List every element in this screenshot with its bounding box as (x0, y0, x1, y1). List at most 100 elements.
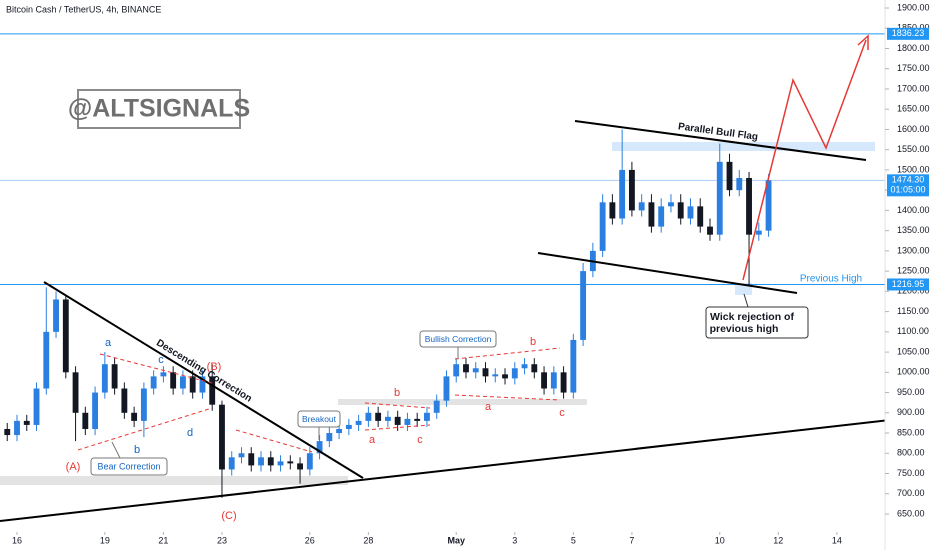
wave-label: a (105, 337, 112, 349)
callout-text: Bullish Correction (425, 334, 492, 344)
y-tick-label: 950.00 (897, 387, 925, 397)
y-tick-label: 1850.00 (897, 23, 930, 33)
price-tag (887, 278, 929, 291)
candle-body (443, 376, 450, 401)
candle-body (707, 226, 713, 235)
y-tick-label: 1600.00 (897, 124, 930, 134)
candle-body (23, 420, 30, 425)
candle-body (697, 206, 704, 227)
x-tick-label: 10 (715, 535, 725, 545)
wave-label: (C) (221, 510, 236, 522)
x-tick-label: 28 (363, 535, 373, 545)
countdown: 01:05:00 (890, 185, 925, 195)
candle-body (580, 271, 587, 340)
y-tick-label: 700.00 (897, 488, 925, 498)
candles (4, 129, 772, 498)
price-tag-label: 1474.30 (892, 175, 925, 185)
candle-body (638, 202, 645, 211)
candle-body (628, 169, 635, 211)
y-tick-label: 1650.00 (897, 104, 930, 114)
candle-body (150, 376, 157, 389)
dashed-line (77, 407, 213, 451)
candle-body (502, 374, 508, 379)
candle-body (101, 364, 108, 393)
wave-label: a (485, 401, 492, 413)
x-tick-label: 19 (100, 535, 110, 545)
candle-body (287, 461, 294, 464)
watermark: @ALTSIGNALS (68, 95, 250, 123)
candle-body (33, 388, 40, 425)
candle-body (170, 372, 177, 389)
y-tick-label: 1800.00 (897, 43, 930, 53)
callout-box (90, 457, 168, 476)
price-tag (887, 174, 929, 197)
y-tick-label: 1350.00 (897, 225, 930, 235)
candle-body (765, 180, 772, 231)
callout-box (419, 330, 497, 348)
candle-body (219, 404, 225, 470)
candle-body (365, 412, 372, 421)
candle-body (531, 364, 538, 373)
candle-body (189, 376, 196, 393)
y-tick-label: 1700.00 (897, 83, 930, 93)
wave-label: c (417, 434, 423, 446)
wave-label: b (134, 444, 140, 456)
trend-line (43, 281, 364, 479)
y-tick-label: 750.00 (897, 468, 925, 478)
wave-label: c (158, 354, 164, 366)
candle-body (716, 161, 723, 235)
y-tick-label: 1200.00 (897, 286, 930, 296)
previous-high-label: Previous High (800, 274, 862, 285)
x-tick-label: 26 (305, 535, 315, 545)
candle-body (209, 376, 216, 405)
x-tick-label: 23 (217, 535, 227, 545)
candle-body (414, 418, 421, 421)
watermark-box (77, 89, 241, 129)
wave-label: b (530, 336, 536, 348)
y-tick-label: 1500.00 (897, 164, 930, 174)
candle-body (668, 202, 674, 207)
candle-body (658, 206, 665, 227)
x-tick-label: 16 (12, 535, 22, 545)
candle-body (433, 400, 440, 413)
y-tick-label: 1300.00 (897, 245, 930, 255)
candle-body (599, 202, 606, 251)
candle-body (277, 461, 284, 466)
candle-body (4, 428, 11, 436)
callout-pointer (111, 441, 121, 459)
y-tick-label: 800.00 (897, 448, 925, 458)
candle-body (43, 331, 50, 389)
x-tick-label: 21 (158, 535, 168, 545)
candle-body (53, 299, 59, 332)
candle-body (541, 372, 547, 389)
x-tick-label: 3 (512, 535, 517, 545)
candle-body (160, 372, 167, 377)
chart-title: Bitcoin Cash / TetherUS, 4h, BINANCE (6, 4, 161, 14)
y-tick-label: 1400.00 (897, 205, 930, 215)
candle-body (619, 169, 626, 219)
callout-text: Wick rejection of (710, 311, 794, 323)
candle-body (375, 412, 382, 421)
callout-text: previous high (710, 323, 779, 335)
candle-body (326, 433, 333, 442)
flag-line (574, 120, 867, 161)
resistance-zone (612, 142, 875, 151)
dashed-line (454, 347, 561, 360)
x-tick-label: 5 (571, 535, 576, 545)
projection-path (742, 39, 867, 281)
wave-label: d (187, 427, 193, 439)
candle-body (238, 453, 245, 458)
candle-body (384, 416, 391, 421)
price-tag-label: 1216.95 (892, 279, 925, 289)
x-tick-label: 14 (832, 535, 842, 545)
candle-body (492, 374, 499, 377)
y-tick-label: 1050.00 (897, 346, 930, 356)
candle-body (511, 368, 518, 379)
candle-body (687, 206, 694, 219)
candle-body (336, 428, 343, 434)
candle-body (72, 372, 79, 413)
y-tick-label: 1750.00 (897, 63, 930, 73)
dashed-line (235, 429, 313, 453)
candle-body (394, 416, 401, 425)
